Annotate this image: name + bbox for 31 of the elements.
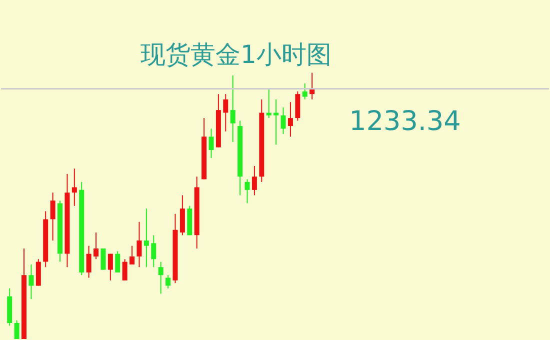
candlestick [252, 165, 257, 196]
candlestick [302, 82, 308, 100]
candlestick [108, 253, 113, 281]
chart-title: 现货黄金1小时图 [140, 40, 332, 69]
candlestick [86, 245, 92, 278]
candlestick [100, 248, 106, 270]
candlestick [180, 194, 185, 236]
candlestick [288, 102, 293, 138]
candlestick [295, 90, 300, 122]
candlestick [130, 245, 135, 265]
candlestick [158, 261, 164, 294]
candlestick [244, 178, 250, 204]
candlestick [151, 234, 156, 268]
candlestick [94, 232, 99, 260]
candlestick [28, 264, 34, 300]
candlestick [280, 106, 286, 135]
candlestick [274, 98, 279, 146]
candlestick [50, 192, 56, 241]
candlestick [144, 208, 149, 268]
candlestick [36, 258, 41, 286]
text: 1233.34 [349, 106, 461, 137]
candlestick [122, 258, 128, 281]
candlestick [266, 88, 272, 119]
candlestick [115, 250, 120, 273]
candlestick [72, 168, 77, 206]
candlestick [230, 74, 236, 142]
candlestick [136, 221, 142, 268]
candlestick [208, 128, 214, 158]
candlestick [223, 94, 228, 132]
candlestick [166, 274, 171, 289]
candlestick [14, 320, 20, 340]
